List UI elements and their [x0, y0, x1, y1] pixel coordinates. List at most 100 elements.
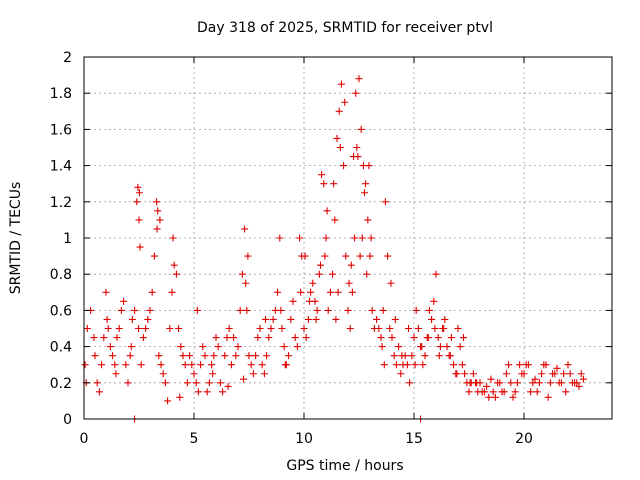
data-point: [156, 216, 164, 224]
data-point: [193, 306, 201, 314]
data-point: [344, 306, 352, 314]
chart-title: Day 318 of 2025, SRMTID for receiver ptv…: [197, 20, 493, 36]
x-axis-title: GPS time / hours: [286, 458, 403, 474]
data-point: [124, 379, 132, 387]
data-point: [263, 352, 271, 360]
data-point: [139, 334, 147, 342]
data-point: [208, 361, 216, 369]
data-point: [154, 207, 162, 215]
data-point: [392, 361, 400, 369]
data-point: [348, 288, 356, 296]
y-axis-title: SRMTID / TECUs: [8, 182, 24, 295]
data-point: [280, 343, 288, 351]
y-tick-label: 2: [63, 50, 72, 66]
data-point: [430, 297, 438, 305]
data-point: [240, 375, 247, 383]
data-point: [312, 315, 320, 323]
data-point: [380, 361, 388, 369]
y-tick-label: 1.8: [50, 86, 72, 102]
data-point: [346, 325, 354, 332]
data-point: [236, 306, 244, 314]
data-point: [109, 352, 117, 360]
data-point: [549, 370, 557, 378]
data-point: [212, 334, 220, 342]
data-point: [513, 379, 521, 387]
data-point: [505, 361, 513, 369]
data-point: [425, 306, 433, 314]
y-tick-label: 1.2: [50, 195, 72, 211]
data-point: [210, 352, 218, 360]
data-point: [276, 234, 284, 242]
data-point: [419, 361, 427, 369]
data-point: [245, 352, 253, 360]
data-point: [104, 325, 112, 332]
data-point: [507, 379, 515, 387]
data-point: [190, 370, 198, 378]
data-point: [177, 343, 185, 351]
y-tick-label: 0.4: [50, 340, 72, 356]
data-point: [126, 352, 134, 360]
data-point: [453, 370, 461, 378]
data-point: [127, 343, 135, 351]
data-point: [324, 306, 332, 314]
data-point: [473, 379, 481, 387]
data-point: [335, 107, 343, 115]
data-point: [321, 252, 329, 260]
data-point: [575, 382, 583, 390]
data-point: [256, 325, 264, 332]
data-point: [112, 370, 120, 378]
data-point: [342, 252, 350, 260]
data-point: [336, 144, 344, 151]
data-point: [304, 315, 312, 323]
data-point: [117, 306, 125, 314]
axis-ticks: [83, 56, 612, 420]
data-point: [168, 288, 176, 296]
data-point: [361, 189, 368, 197]
data-point: [432, 270, 440, 278]
data-point: [509, 393, 517, 401]
data-point: [511, 388, 519, 396]
data-point: [203, 388, 211, 396]
data-point: [337, 80, 345, 88]
data-point: [115, 325, 123, 332]
data-point: [318, 171, 326, 179]
data-point: [365, 162, 373, 170]
data-point: [169, 234, 177, 242]
data-point: [421, 352, 429, 360]
data-point: [302, 334, 310, 342]
data-point: [485, 393, 493, 401]
data-point: [252, 352, 260, 360]
data-point: [333, 134, 341, 142]
data-point: [391, 315, 399, 323]
data-point: [489, 388, 497, 396]
data-point: [502, 370, 510, 378]
data-point: [353, 144, 361, 151]
data-point: [133, 198, 141, 206]
y-tick-label: 0.8: [50, 267, 72, 283]
data-point: [157, 361, 165, 369]
data-point: [500, 388, 508, 396]
data-point: [362, 180, 370, 188]
data-point: [291, 334, 299, 342]
data-point: [186, 352, 194, 360]
data-point: [148, 288, 156, 296]
data-point: [258, 361, 266, 369]
data-point: [406, 379, 414, 387]
data-point: [223, 334, 231, 342]
data-point: [317, 261, 324, 269]
y-tick-label: 1: [63, 231, 72, 247]
data-point: [356, 252, 364, 260]
x-tick-label: 5: [190, 431, 199, 447]
data-point: [411, 361, 419, 369]
data-point: [443, 343, 451, 351]
data-point: [175, 325, 183, 332]
data-point: [390, 352, 398, 360]
data-point: [249, 370, 257, 378]
data-point: [265, 334, 273, 342]
data-point: [375, 325, 383, 332]
data-point: [183, 379, 191, 387]
data-point: [345, 279, 353, 287]
data-point: [386, 325, 394, 332]
data-point: [131, 306, 139, 314]
